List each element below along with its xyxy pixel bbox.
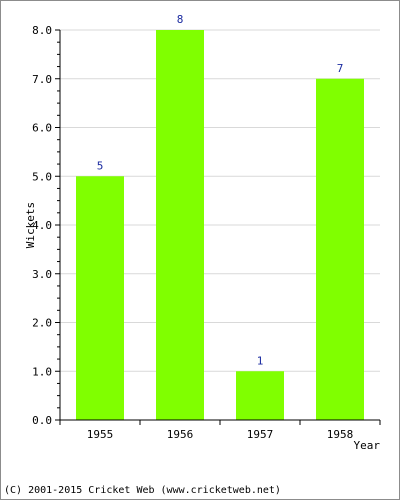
y-ticks: 0.0 1.0 2.0 3.0 4.0 5.0 6.0 7.0 8.0 — [32, 24, 60, 427]
x-tick-label: 1957 — [247, 428, 274, 441]
data-label: 1 — [257, 354, 264, 367]
x-tick-label: 1955 — [87, 428, 114, 441]
y-tick-label: 7.0 — [32, 73, 52, 86]
data-label: 5 — [97, 159, 104, 172]
bar-1956 — [156, 30, 204, 420]
y-tick-label: 1.0 — [32, 365, 52, 378]
y-tick-label: 8.0 — [32, 24, 52, 37]
data-label: 7 — [337, 62, 344, 75]
y-axis-title: Wickets — [24, 202, 37, 248]
data-labels: 5 8 1 7 — [97, 13, 344, 367]
copyright-footer: (C) 2001-2015 Cricket Web (www.cricketwe… — [4, 485, 281, 496]
y-tick-label: 0.0 — [32, 414, 52, 427]
y-tick-label: 6.0 — [32, 122, 52, 135]
data-label: 8 — [177, 13, 184, 26]
bar-1957 — [236, 371, 284, 420]
y-tick-label: 5.0 — [32, 170, 52, 183]
y-tick-label: 4.0 — [32, 219, 52, 232]
y-tick-label: 3.0 — [32, 268, 52, 281]
x-tick-label: 1956 — [167, 428, 194, 441]
bars — [76, 30, 364, 420]
x-axis-title: Year — [354, 439, 381, 452]
y-tick-label: 2.0 — [32, 317, 52, 330]
x-tick-label: 1958 — [327, 428, 354, 441]
bar-1958 — [316, 78, 364, 420]
bar-1955 — [76, 176, 124, 420]
x-tick-labels: 1955 1956 1957 1958 — [59, 420, 381, 441]
